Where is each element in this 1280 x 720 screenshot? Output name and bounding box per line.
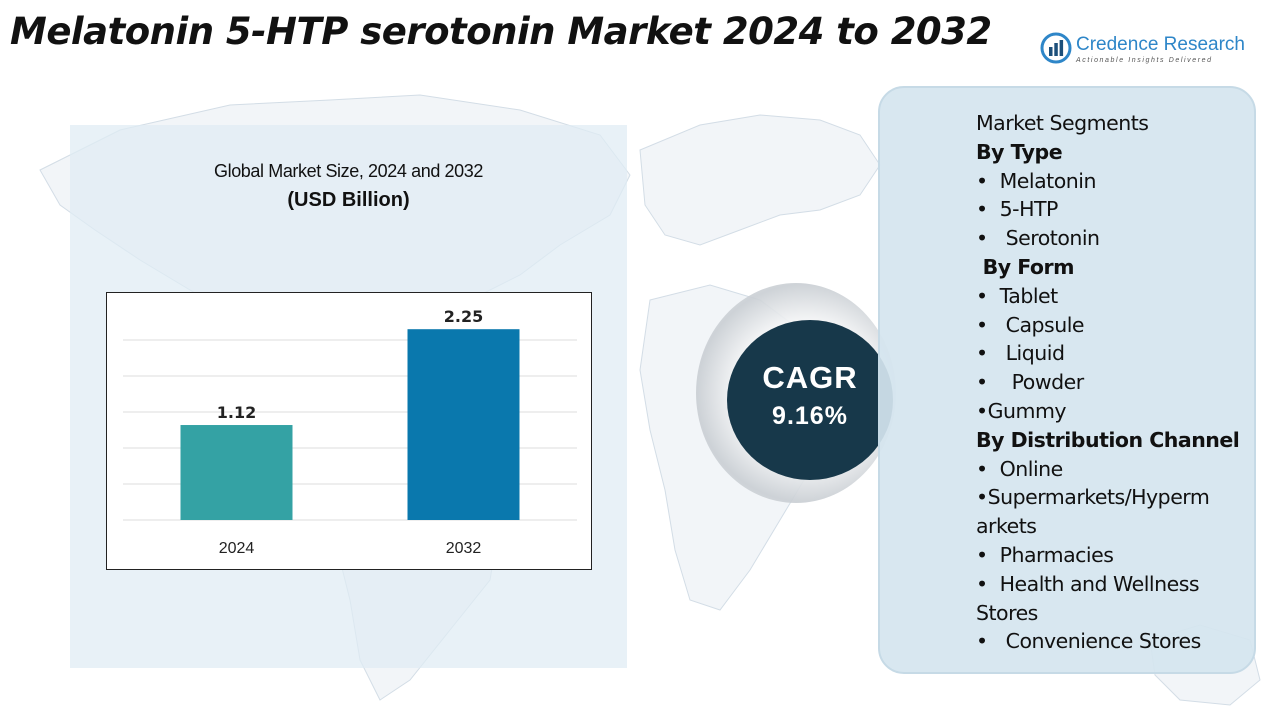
cagr-value: 9.16% xyxy=(772,402,848,430)
data-label: 1.12 xyxy=(217,403,256,422)
cagr-badge: CAGR 9.16% xyxy=(727,320,893,480)
segment-heading: By Distribution Channel xyxy=(976,427,1240,452)
cagr-label: CAGR xyxy=(762,360,858,395)
segment-item: • Capsule xyxy=(976,312,1085,337)
bar-2032 xyxy=(407,329,520,520)
segment-item: • Tablet xyxy=(976,283,1058,308)
market-size-panel: Global Market Size, 2024 and 2032 (USD B… xyxy=(70,125,627,668)
segment-item: • Liquid xyxy=(976,341,1065,366)
chart-title: Global Market Size, 2024 and 2032 xyxy=(214,161,483,181)
segment-item: •Supermarkets/Hyperm xyxy=(976,485,1210,510)
segment-list: Market Segments By Type • Melatonin • 5-HTP… xyxy=(976,109,1256,656)
segment-heading: By Type xyxy=(976,139,1063,164)
segment-item: Market Segments xyxy=(976,111,1149,135)
bar-2024 xyxy=(180,425,293,520)
logo-tagline: Actionable Insights Delivered xyxy=(1076,57,1213,64)
logo-name: Credence Research xyxy=(1076,34,1245,55)
segment-item: • Online xyxy=(976,456,1063,481)
segment-item: • Serotonin xyxy=(976,226,1100,251)
brand-logo: Credence Research Actionable Insights De… xyxy=(1040,30,1260,70)
segment-item: Stores xyxy=(976,600,1038,625)
segment-item: • Convenience Stores xyxy=(976,629,1201,654)
logo-chart-icon xyxy=(1040,32,1072,64)
segment-item: •Gummy xyxy=(976,398,1067,423)
page-title: Melatonin 5-HTP serotonin Market 2024 to… xyxy=(10,10,992,53)
bar-chart: 1.12 2024 2.25 2032 xyxy=(123,307,577,557)
x-tick-label: 2024 xyxy=(219,540,255,557)
x-tick-label: 2032 xyxy=(446,540,482,557)
segment-item: • Health and Wellness xyxy=(976,571,1200,596)
market-segments-panel: Market Segments By Type • Melatonin • 5-HTP… xyxy=(878,86,1256,674)
segment-item: • Pharmacies xyxy=(976,542,1114,567)
data-label: 2.25 xyxy=(444,307,483,326)
segment-heading: By Form xyxy=(976,254,1075,279)
segment-item: • Melatonin xyxy=(976,168,1096,193)
chart-unit: (USD Billion) xyxy=(287,189,410,211)
segment-item: arkets xyxy=(976,514,1037,539)
segment-item: • Powder xyxy=(976,370,1084,395)
bar-chart-frame: 1.12 2024 2.25 2032 xyxy=(106,292,592,570)
segment-item: • 5-HTP xyxy=(976,197,1058,222)
